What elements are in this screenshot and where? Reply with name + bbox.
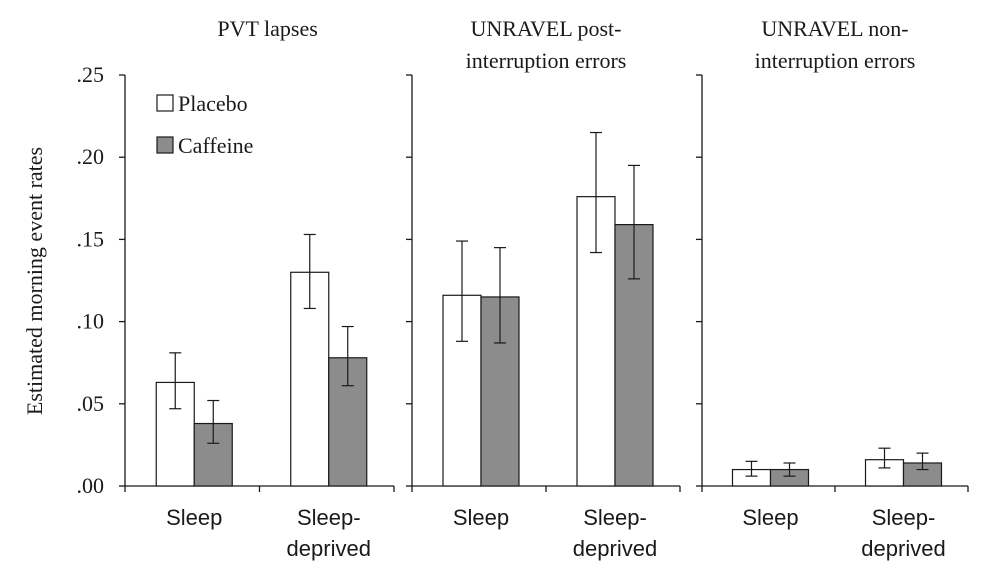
plot-area: .00 .05 .10 .15 .20 .25 PVT lapses Sleep Sleep-d… [77, 16, 969, 561]
x-tick-label: Sleep- [872, 505, 936, 530]
y-tick-label: .00 [77, 473, 105, 498]
x-tick-label: Sleep [742, 505, 798, 530]
legend-label-placebo: Placebo [178, 91, 248, 116]
y-tick-label: .15 [77, 226, 105, 251]
panel-title: UNRAVEL non- [761, 16, 908, 41]
x-tick-label: deprived [287, 536, 371, 561]
y-tick-label: .20 [77, 144, 105, 169]
y-tick-label: .05 [77, 391, 105, 416]
panel-title: interruption errors [466, 48, 627, 73]
legend-swatch-placebo [156, 94, 174, 112]
y-tick-label: .25 [77, 62, 105, 87]
panel-title: PVT lapses [217, 16, 317, 41]
x-tick-label: deprived [861, 536, 945, 561]
panel-title: UNRAVEL post- [471, 16, 622, 41]
y-axis-label: Estimated morning event rates [22, 147, 47, 415]
x-tick-label: Sleep- [583, 505, 647, 530]
panel-title: interruption errors [755, 48, 916, 73]
x-tick-label: deprived [573, 536, 657, 561]
x-tick-label: Sleep [166, 505, 222, 530]
x-tick-label: Sleep- [297, 505, 361, 530]
bar-caffeine [328, 357, 368, 487]
y-tick-label: .10 [77, 309, 105, 334]
legend-swatch-caffeine [156, 136, 174, 154]
x-tick-label: Sleep [453, 505, 509, 530]
legend-label-caffeine: Caffeine [178, 133, 253, 158]
